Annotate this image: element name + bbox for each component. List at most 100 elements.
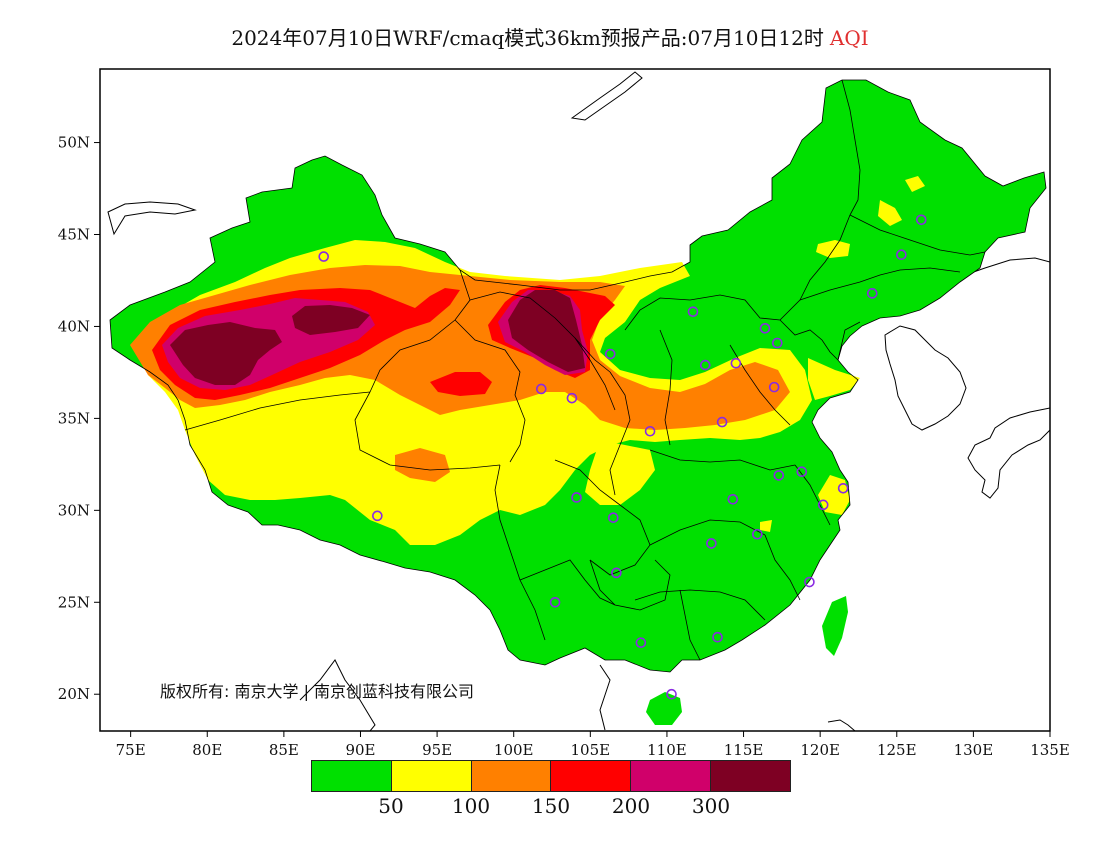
station-marker bbox=[817, 499, 829, 511]
gansu-ningxia bbox=[574, 337, 616, 411]
station-marker bbox=[759, 322, 771, 334]
legend-swatch bbox=[710, 761, 790, 791]
legend-label: 50 bbox=[378, 794, 404, 818]
lon-tick-label: 110E bbox=[647, 741, 687, 759]
lat-tick-label: 20N bbox=[58, 685, 90, 703]
station-marker bbox=[666, 688, 677, 700]
station-marker bbox=[635, 637, 647, 649]
station-marker bbox=[571, 492, 582, 503]
legend-swatch bbox=[550, 761, 631, 791]
china-outline bbox=[109, 79, 1047, 673]
hunan-guangdong bbox=[634, 589, 766, 621]
shaanxi-border bbox=[609, 371, 631, 496]
guizhou-border bbox=[589, 559, 671, 611]
lat-tick-label: 40N bbox=[58, 317, 90, 335]
station-marker bbox=[699, 359, 711, 371]
nm-hebei-shanxi bbox=[624, 294, 781, 331]
station-marker bbox=[706, 538, 717, 549]
henan-hubei bbox=[649, 449, 796, 471]
aqi-field-darkred bbox=[170, 290, 585, 385]
legend-label: 200 bbox=[611, 794, 651, 818]
station-marker bbox=[687, 306, 699, 318]
station-marker bbox=[372, 510, 383, 522]
legend-swatch bbox=[470, 761, 551, 791]
northeast-borders bbox=[779, 267, 961, 321]
station-marker bbox=[318, 251, 330, 262]
station-marker bbox=[716, 416, 728, 428]
latitude-axis: 50N 45N 40N 35N 30N 25N 20N bbox=[58, 134, 100, 703]
station-marker bbox=[608, 512, 619, 523]
station-marker bbox=[611, 567, 622, 579]
indochina-coast bbox=[599, 664, 611, 731]
station-marker bbox=[752, 528, 763, 540]
lon-tick-label: 120E bbox=[800, 741, 840, 759]
xinjiang-tibet-border bbox=[184, 391, 371, 431]
station-marker bbox=[712, 631, 723, 643]
station-marker bbox=[644, 425, 656, 437]
lake-balkhash-outline bbox=[107, 201, 197, 236]
station-marker bbox=[730, 357, 742, 369]
title-main: 2024年07月10日WRF/cmaq模式36km预报产品:07月10日12时 bbox=[231, 26, 824, 50]
lat-tick-label: 35N bbox=[58, 409, 90, 427]
lon-tick-label: 135E bbox=[1030, 741, 1070, 759]
lake-baikal-outline bbox=[570, 71, 643, 121]
heilongjiang-jilin bbox=[849, 214, 986, 256]
philippines-coast bbox=[827, 719, 856, 731]
lon-tick-label: 80E bbox=[192, 741, 222, 759]
lon-tick-label: 85E bbox=[269, 741, 299, 759]
copyright-text: 版权所有: 南京大学 | 南京创蓝科技有限公司 bbox=[160, 682, 474, 701]
station-marker bbox=[796, 466, 808, 478]
station-marker bbox=[535, 383, 547, 395]
lon-tick-label: 90E bbox=[345, 741, 375, 759]
gansu-nm-border bbox=[469, 291, 611, 373]
myanmar-border bbox=[299, 659, 376, 731]
station-marker bbox=[804, 576, 815, 588]
qinghai-tibet-border bbox=[354, 391, 501, 471]
station-marker bbox=[915, 214, 927, 226]
sichuan-yunnan-border bbox=[519, 559, 616, 606]
longitude-axis: 75E 80E 85E 90E 95E 100E 105E 110E 115E 120E 125E 1… bbox=[116, 731, 1070, 759]
legend-label: 300 bbox=[691, 794, 731, 818]
lon-tick-label: 75E bbox=[116, 741, 146, 759]
korea-coast bbox=[884, 325, 967, 431]
jiangxi-fujian bbox=[764, 534, 801, 601]
lat-tick-label: 50N bbox=[58, 134, 90, 152]
japan-coast bbox=[967, 407, 1050, 499]
guangxi-guangdong bbox=[679, 589, 701, 661]
hubei-hunan bbox=[649, 519, 766, 546]
legend-swatch bbox=[312, 761, 391, 791]
lat-tick-label: 25N bbox=[58, 593, 90, 611]
lat-tick-label: 45N bbox=[58, 226, 90, 244]
station-marker bbox=[549, 596, 561, 608]
station-marker bbox=[866, 288, 878, 299]
coastline-east bbox=[779, 319, 861, 361]
nm-jilin-liaoning bbox=[799, 214, 851, 301]
station-marker bbox=[896, 249, 907, 261]
map-frame bbox=[99, 68, 1051, 732]
lon-tick-label: 105E bbox=[571, 741, 611, 759]
title-variable: AQI bbox=[829, 26, 869, 50]
station-marker bbox=[727, 493, 739, 505]
sichuan-chongqing bbox=[554, 459, 651, 576]
station-marker bbox=[837, 482, 849, 494]
station-markers bbox=[318, 214, 927, 700]
station-marker bbox=[771, 337, 783, 349]
anhui-jiangsu bbox=[794, 464, 831, 526]
legend-label: 150 bbox=[531, 794, 571, 818]
station-marker bbox=[773, 470, 785, 481]
lon-tick-label: 100E bbox=[494, 741, 534, 759]
legend-swatch bbox=[390, 761, 471, 791]
station-marker bbox=[604, 348, 616, 360]
lon-tick-label: 130E bbox=[954, 741, 994, 759]
map-title: 2024年07月10日WRF/cmaq模式36km预报产品:07月10日12时 A… bbox=[0, 22, 1100, 51]
lon-tick-label: 125E bbox=[877, 741, 917, 759]
aqi-legend-labels: 50 100 150 200 300 bbox=[311, 794, 791, 818]
station-marker bbox=[768, 381, 780, 393]
tibet-sichuan-border bbox=[494, 464, 546, 641]
province-boundaries bbox=[109, 79, 1047, 673]
map-layers bbox=[107, 71, 1050, 731]
lat-tick-label: 30N bbox=[58, 501, 90, 519]
legend-swatch bbox=[630, 761, 711, 791]
lon-tick-label: 95E bbox=[422, 741, 452, 759]
